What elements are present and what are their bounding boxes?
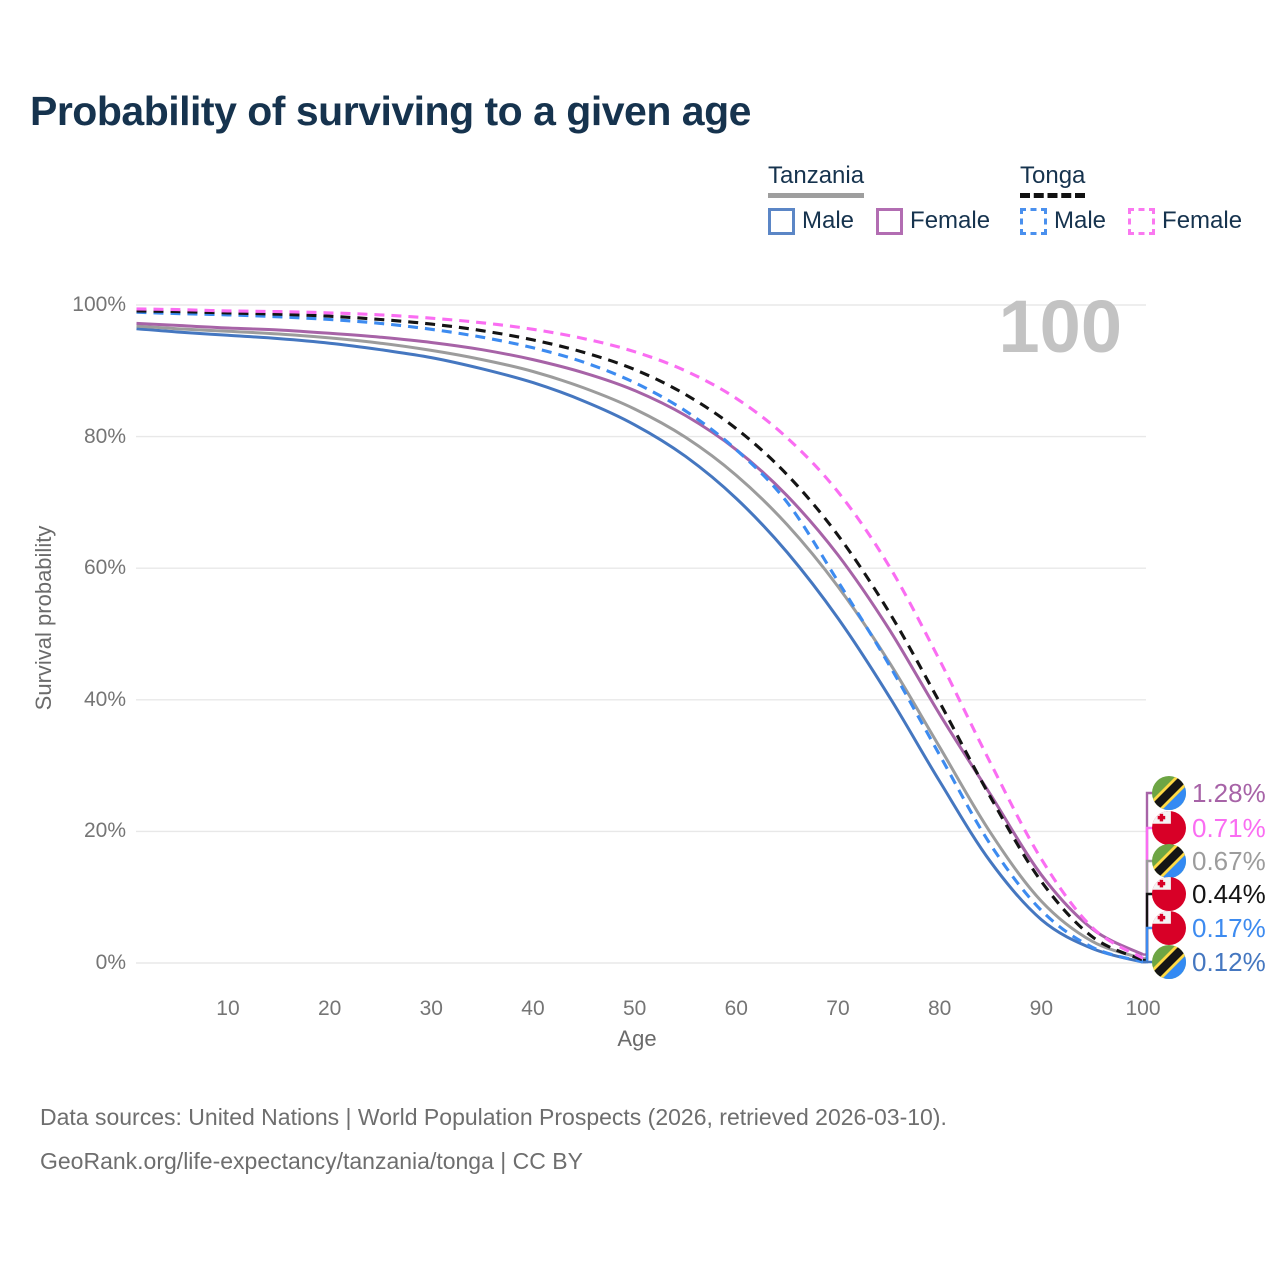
x-axis-tick: 80 <box>927 997 952 1020</box>
end-label-tonga-both-sexes: 0.44% <box>1152 876 1266 912</box>
footer-sources: Data sources: United Nations | World Pop… <box>40 1104 947 1130</box>
end-label-value: 0.12% <box>1192 947 1266 977</box>
legend-group-tonga: Tonga Male Female <box>1020 162 1242 235</box>
curve-tonga-female <box>136 307 1144 960</box>
y-axis-tick: 0% <box>95 951 126 974</box>
y-axis-title: Survival probability <box>31 525 56 711</box>
x-axis-tick: 40 <box>521 997 545 1020</box>
legend-country-tanzania: Tanzania <box>768 162 865 198</box>
legend-label: Female <box>910 207 991 234</box>
x-axis-tick: 50 <box>622 997 647 1020</box>
tonga-female-swatch-icon <box>1128 207 1156 235</box>
x-axis-tick: 10 <box>216 997 240 1020</box>
end-label-tonga-female: 0.71% <box>1152 810 1266 846</box>
y-axis-tick: 80% <box>83 424 126 448</box>
tonga-flag-icon <box>1152 811 1186 845</box>
footer-attribution: GeoRank.org/life-expectancy/tanzania/ton… <box>40 1148 583 1174</box>
chart-title: Probability of surviving to a given age <box>30 88 751 134</box>
tanzania-flag-icon <box>1152 776 1186 810</box>
tanzania-female-swatch-icon <box>876 207 904 235</box>
legend-label: Male <box>802 207 855 234</box>
tonga-flag-icon <box>1152 877 1186 911</box>
legend-label: Female <box>1162 207 1243 234</box>
x-axis-tick: 60 <box>724 997 748 1020</box>
x-axis-title: Age <box>617 1026 657 1051</box>
tonga-flag-icon <box>1152 911 1186 945</box>
y-axis-tick: 40% <box>83 687 126 711</box>
end-label-value: 0.71% <box>1192 813 1266 843</box>
x-axis-tick: 20 <box>317 997 342 1020</box>
end-label-value: 0.67% <box>1192 846 1266 876</box>
age-counter-watermark: 100 <box>998 285 1122 368</box>
legend-item-tanzania-male[interactable]: Male <box>768 207 854 235</box>
x-axis-tick: 90 <box>1029 997 1053 1020</box>
curve-tanzania-both-sexes <box>136 324 1144 961</box>
end-label-value: 1.28% <box>1192 778 1266 808</box>
end-label-value: 0.17% <box>1192 913 1266 943</box>
legend-label: Male <box>1054 207 1107 234</box>
tanzania-flag-icon <box>1152 945 1186 979</box>
end-label-tanzania-female: 1.28% <box>1152 775 1266 811</box>
end-label-tonga-male: 0.17% <box>1152 910 1266 946</box>
legend-country-tonga: Tonga <box>1020 162 1086 198</box>
end-label-tanzania-both-sexes: 0.67% <box>1152 843 1266 879</box>
curve-tanzania-female <box>136 321 1144 956</box>
curve-tonga-male <box>136 310 1144 964</box>
curve-tonga-both-sexes <box>136 309 1144 962</box>
footer: Data sources: United Nations | World Pop… <box>40 1104 947 1192</box>
legend-group-tanzania: Tanzania Male Female <box>768 162 990 235</box>
end-label-tanzania-male: 0.12% <box>1152 944 1266 980</box>
legend-item-tanzania-female[interactable]: Female <box>876 207 990 235</box>
legend-item-tonga-female[interactable]: Female <box>1128 207 1242 235</box>
end-label-value: 0.44% <box>1192 879 1266 909</box>
x-axis-tick: 100 <box>1125 997 1161 1020</box>
y-axis-tick: 60% <box>83 556 126 580</box>
x-axis-tick: 70 <box>826 997 850 1020</box>
curve-tanzania-male <box>136 327 1144 964</box>
y-axis-tick: 100% <box>72 293 126 316</box>
tanzania-flag-icon <box>1152 844 1186 878</box>
y-axis-tick: 20% <box>83 819 126 843</box>
tonga-male-swatch-icon <box>1020 207 1047 235</box>
x-axis-tick: 30 <box>419 997 443 1020</box>
legend-item-tonga-male[interactable]: Male <box>1020 207 1106 235</box>
tanzania-male-swatch-icon <box>768 207 795 235</box>
